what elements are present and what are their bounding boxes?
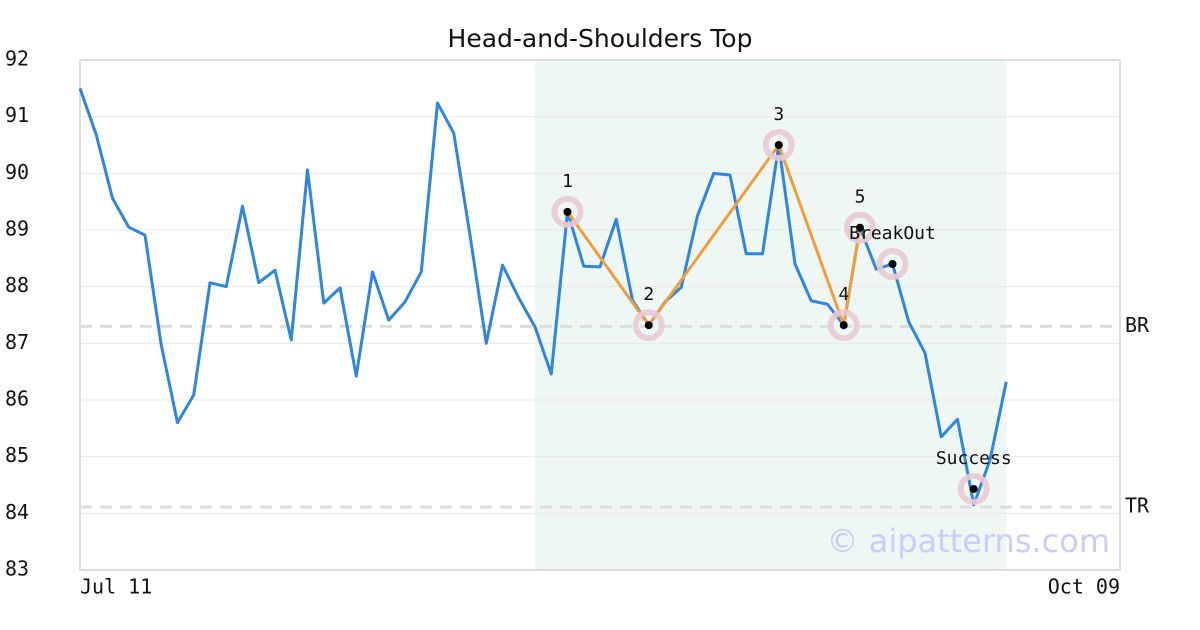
point-halo xyxy=(827,309,860,342)
reference-label: BR xyxy=(1125,313,1150,337)
y-tick-label: 85 xyxy=(5,443,29,467)
point-dot xyxy=(644,321,653,330)
point-label: 4 xyxy=(838,284,849,305)
x-tick-label: Oct 09 xyxy=(1048,575,1120,599)
point-label: 3 xyxy=(773,104,784,125)
point-halo xyxy=(551,195,584,228)
point-label: 1 xyxy=(562,171,573,192)
point-dot xyxy=(839,321,848,330)
chart-title: Head-and-Shoulders Top xyxy=(448,24,753,53)
x-tick-label: Jul 11 xyxy=(80,575,152,599)
y-tick-label: 89 xyxy=(5,217,29,241)
point-dot xyxy=(888,260,897,268)
y-tick-label: 86 xyxy=(5,387,29,411)
plot-border xyxy=(79,59,1121,571)
highlight-region xyxy=(535,60,1007,570)
y-tick-label: 90 xyxy=(5,160,29,184)
point-dot xyxy=(856,223,864,232)
point-label: BreakOut xyxy=(849,223,936,244)
watermark: © aipatterns.com xyxy=(827,522,1110,560)
y-tick-label: 87 xyxy=(5,330,29,354)
point-label: 2 xyxy=(643,284,654,305)
y-tick-label: 83 xyxy=(5,557,29,581)
point-dot xyxy=(774,141,783,149)
y-tick-label: 84 xyxy=(5,500,29,524)
point-halo xyxy=(876,248,909,280)
point-halo xyxy=(632,309,665,342)
reference-label: TR xyxy=(1125,494,1150,518)
point-halo xyxy=(762,129,795,161)
point-label: 5 xyxy=(855,187,866,208)
point-dot xyxy=(563,207,572,216)
y-tick-label: 92 xyxy=(5,47,29,71)
point-halo xyxy=(957,472,990,505)
point-dot xyxy=(969,484,978,493)
point-label: Success xyxy=(936,448,1012,469)
y-tick-label: 91 xyxy=(5,103,29,127)
y-tick-label: 88 xyxy=(5,273,29,297)
point-halo xyxy=(844,211,876,244)
